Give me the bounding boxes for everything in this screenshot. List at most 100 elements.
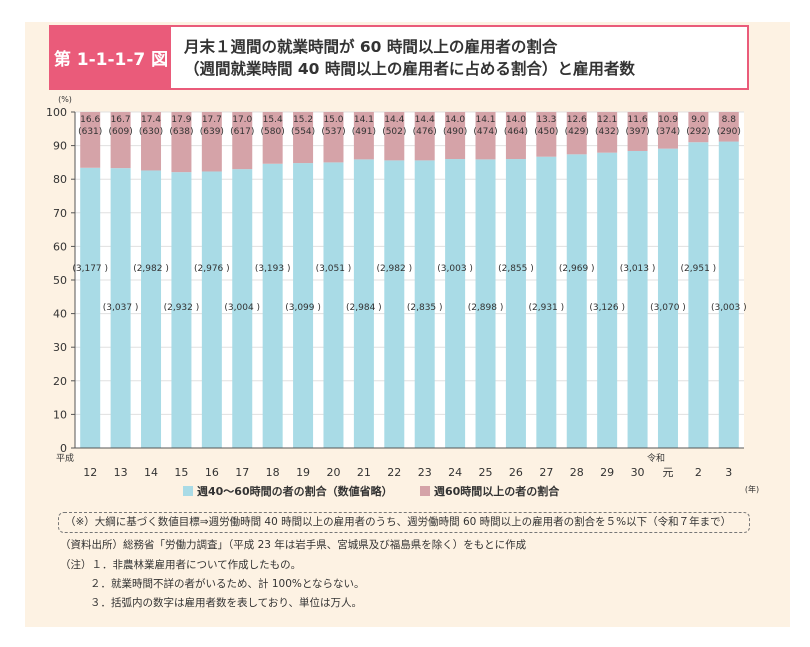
bar-segment-40-60: [657, 148, 678, 448]
data-label-60-plus: 9.0: [691, 115, 706, 125]
count-label-60-plus: (464): [504, 127, 528, 137]
y-unit-label: (%): [58, 95, 72, 104]
bar-segment-60-plus: [445, 112, 466, 160]
bar-segment-60-plus: [293, 112, 314, 164]
note-3: ３．括弧内の数字は雇用者数を表しており、単位は万人。: [90, 597, 362, 609]
count-label-60-plus: (490): [443, 127, 467, 137]
legend-label-40-60: 週40～60時間の者の割合（数値省略）: [197, 484, 393, 498]
bar-segment-40-60: [414, 160, 435, 448]
y-tick-label: 20: [53, 375, 67, 388]
bar-segment-60-plus: [536, 112, 557, 157]
y-tick-label: 50: [53, 274, 67, 287]
count-label-60-plus: (631): [78, 127, 102, 137]
bar-segment-40-60: [475, 159, 496, 448]
data-label-60-plus: 17.7: [202, 115, 222, 125]
y-tick-label: 40: [53, 308, 67, 321]
legend-swatch-60-plus: [420, 486, 430, 496]
count-label-40-60: (3,003 ): [437, 264, 473, 274]
count-label-40-60: (3,051 ): [316, 264, 352, 274]
bar-segment-40-60: [293, 163, 314, 448]
count-label-60-plus: (292): [686, 127, 710, 137]
x-tick-label: 14: [144, 466, 158, 479]
bar-segment-60-plus: [262, 112, 283, 164]
objective-box: （※）大綱に基づく数値目標⇒週労働時間 40 時間以上の雇用者のうち、週労働時間…: [58, 512, 750, 533]
source-note: （資料出所）総務省「労働力調査」（平成 23 年は岩手県、宮城県及び福島県を除く…: [60, 539, 527, 551]
count-label-60-plus: (290): [717, 127, 741, 137]
x-tick-label: 25: [479, 466, 493, 479]
note-1: （注）１．非農林業雇用者について作成したもの。: [60, 559, 302, 571]
data-label-60-plus: 14.1: [475, 115, 495, 125]
x-tick-label: 18: [266, 466, 280, 479]
data-label-60-plus: 14.4: [415, 115, 435, 125]
count-label-60-plus: (374): [656, 127, 680, 137]
data-label-60-plus: 8.8: [722, 115, 737, 125]
data-label-60-plus: 14.0: [506, 115, 526, 125]
count-label-40-60: (2,855 ): [498, 264, 534, 274]
title-box: 第 1-1-1-7 図 月末１週間の就業時間が 60 時間以上の雇用者の割合 （…: [49, 25, 749, 90]
count-label-60-plus: (537): [321, 127, 345, 137]
legend-swatch-40-60: [183, 486, 193, 496]
data-label-60-plus: 15.2: [293, 115, 313, 125]
bar-segment-60-plus: [232, 112, 253, 170]
bar-segment-60-plus: [627, 112, 648, 151]
x-tick-label: 24: [448, 466, 462, 479]
bar-segment-40-60: [445, 159, 466, 449]
count-label-40-60: (3,013 ): [620, 264, 656, 274]
x-tick-label: 30: [631, 466, 645, 479]
bar-segment-40-60: [566, 154, 587, 448]
y-tick-label: 30: [53, 341, 67, 354]
data-label-60-plus: 14.4: [384, 115, 404, 125]
count-label-40-60: (3,004 ): [224, 303, 260, 313]
data-label-60-plus: 17.4: [141, 115, 161, 125]
y-tick-label: 60: [53, 240, 67, 253]
bar-segment-40-60: [262, 163, 283, 448]
bar-segment-60-plus: [414, 112, 435, 161]
bar-segment-60-plus: [323, 112, 344, 163]
data-label-60-plus: 15.4: [263, 115, 283, 125]
count-label-40-60: (2,976 ): [194, 264, 230, 274]
bar-segment-60-plus: [353, 112, 374, 160]
x-tick-label: 2: [695, 466, 702, 479]
count-label-60-plus: (450): [534, 127, 558, 137]
count-label-40-60: (2,835 ): [407, 303, 443, 313]
bar-segment-40-60: [323, 162, 344, 448]
count-label-40-60: (2,982 ): [133, 264, 169, 274]
x-tick-label: 16: [205, 466, 219, 479]
count-label-60-plus: (432): [595, 127, 619, 137]
legend-label-60-plus: 週60時間以上の者の割合: [434, 484, 560, 498]
bar-segment-60-plus: [505, 112, 526, 160]
x-tick-label: 21: [357, 466, 371, 479]
bar-segment-40-60: [201, 171, 222, 449]
bar-segment-40-60: [718, 141, 739, 448]
x-tick-label: 15: [174, 466, 188, 479]
count-label-60-plus: (502): [382, 127, 406, 137]
bar-segment-60-plus: [80, 112, 101, 168]
count-label-40-60: (2,982 ): [376, 264, 412, 274]
x-tick-label: 29: [600, 466, 614, 479]
count-label-60-plus: (397): [625, 127, 649, 137]
bar-segment-40-60: [80, 167, 101, 448]
bar-segment-60-plus: [384, 112, 405, 161]
bar-segment-60-plus: [110, 112, 131, 169]
note-2: ２．就業時間不詳の者がいるため、計 100%とならない。: [90, 578, 365, 590]
bar-segment-40-60: [627, 150, 648, 448]
bar-segment-40-60: [141, 170, 162, 449]
era-label: 令和: [647, 452, 665, 464]
x-tick-label: 22: [387, 466, 401, 479]
bar-segment-60-plus: [688, 112, 709, 143]
x-tick-label: 13: [114, 466, 128, 479]
x-tick-label: 27: [539, 466, 553, 479]
count-label-40-60: (2,932 ): [164, 303, 200, 313]
bar-segment-60-plus: [201, 112, 222, 172]
data-label-60-plus: 14.0: [445, 115, 465, 125]
data-label-60-plus: 16.7: [111, 115, 131, 125]
count-label-40-60: (2,898 ): [468, 303, 504, 313]
figure-title: 月末１週間の就業時間が 60 時間以上の雇用者の割合 （週間就業時間 40 時間…: [184, 36, 635, 80]
y-tick-label: 70: [53, 207, 67, 220]
count-label-60-plus: (638): [169, 127, 193, 137]
bar-segment-40-60: [110, 168, 131, 448]
count-label-60-plus: (580): [261, 127, 285, 137]
data-label-60-plus: 16.6: [80, 115, 100, 125]
x-tick-label: 23: [418, 466, 432, 479]
count-label-40-60: (3,177 ): [72, 264, 108, 274]
